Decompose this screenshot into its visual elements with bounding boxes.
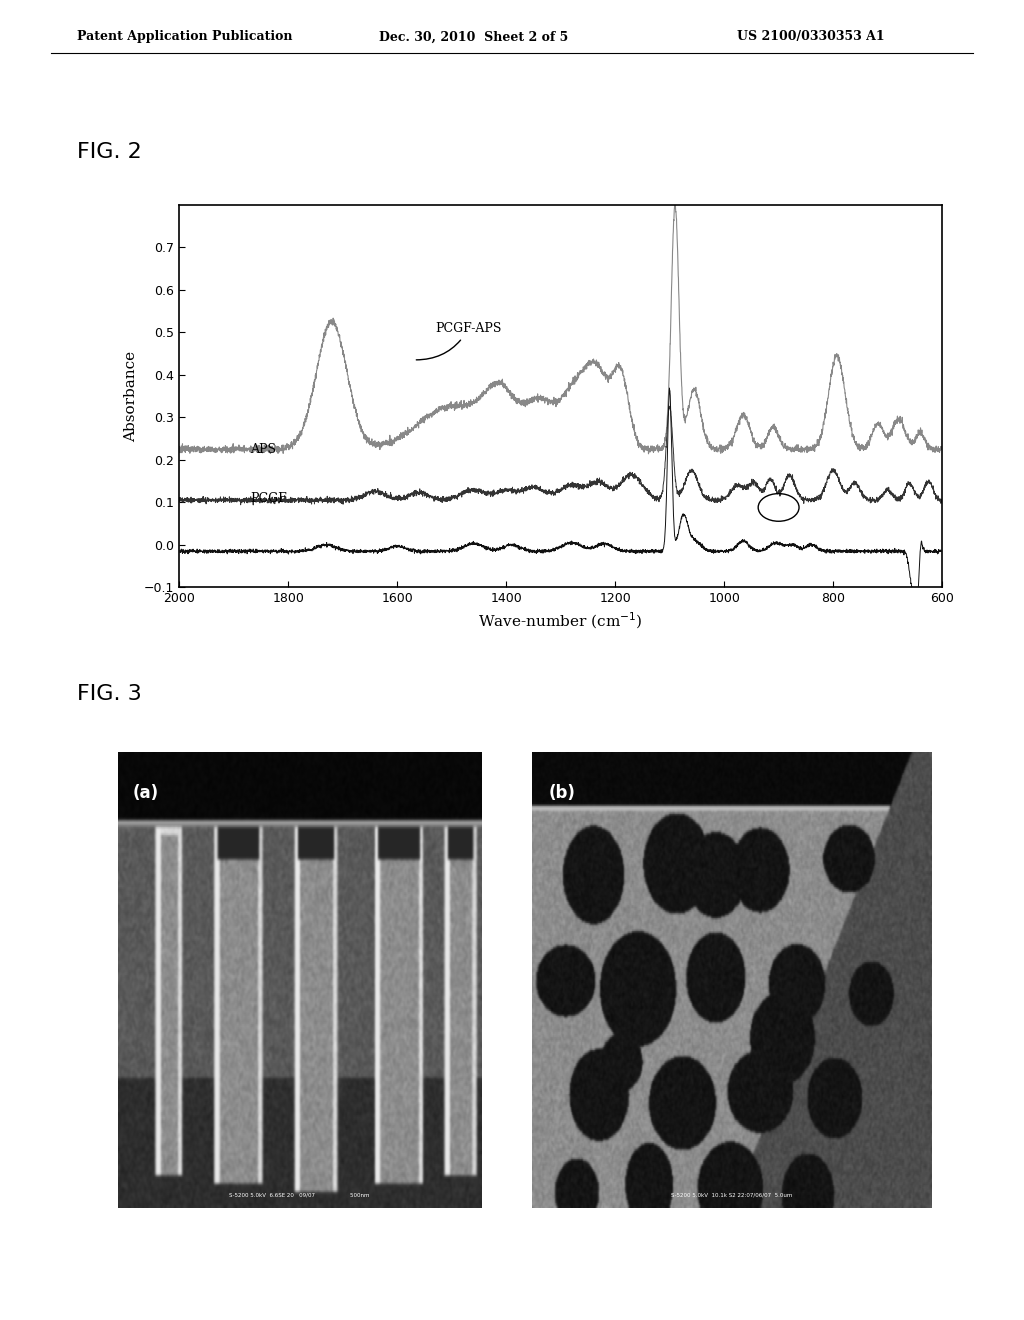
Text: (a): (a) [132, 784, 159, 803]
Text: Patent Application Publication: Patent Application Publication [77, 30, 292, 44]
Y-axis label: Absorbance: Absorbance [124, 350, 138, 442]
Text: S-5200 5.0kV  10.1k S2 22:07/06/07  5.0um: S-5200 5.0kV 10.1k S2 22:07/06/07 5.0um [672, 1192, 793, 1197]
Text: FIG. 2: FIG. 2 [77, 143, 141, 162]
Text: PCGF-APS: PCGF-APS [417, 322, 502, 360]
Text: APS: APS [250, 444, 276, 457]
Text: FIG. 3: FIG. 3 [77, 684, 141, 704]
Text: (b): (b) [549, 784, 575, 803]
Text: S-5200 5.0kV  6.6SE 20   09/07                    500nm: S-5200 5.0kV 6.6SE 20 09/07 500nm [229, 1192, 370, 1197]
Text: Dec. 30, 2010  Sheet 2 of 5: Dec. 30, 2010 Sheet 2 of 5 [379, 30, 568, 44]
Text: US 2100/0330353 A1: US 2100/0330353 A1 [737, 30, 885, 44]
Text: PCGF: PCGF [250, 492, 287, 506]
X-axis label: Wave-number (cm$^{-1}$): Wave-number (cm$^{-1}$) [478, 611, 643, 631]
